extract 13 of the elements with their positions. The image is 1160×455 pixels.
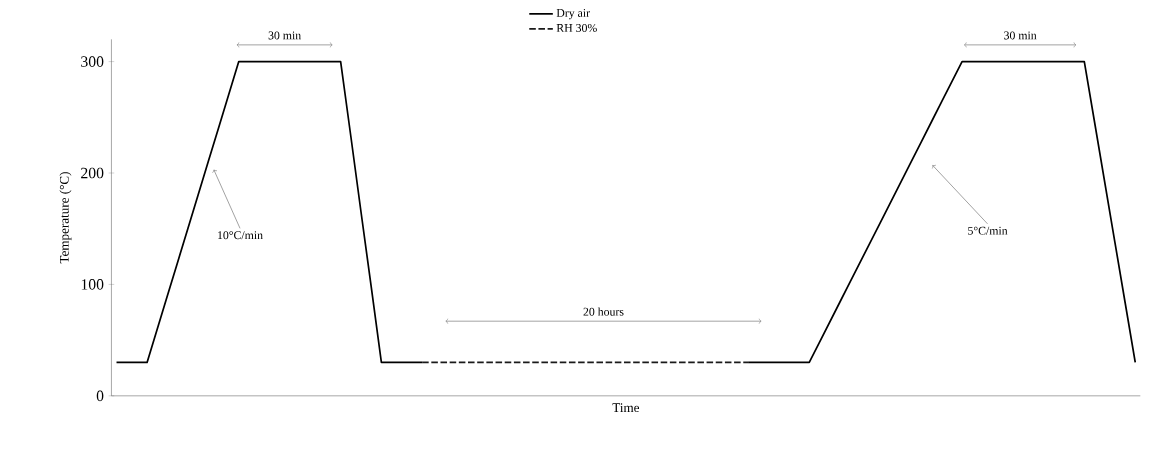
y-tick-label: 300	[81, 56, 104, 67]
legend-label: Dry air	[556, 9, 590, 20]
annotation: 5°C/min	[968, 226, 1008, 235]
y-tick-label: 0	[96, 390, 104, 402]
annotation: 30 min	[268, 31, 301, 40]
y-axis-title: Temperature (°C)	[59, 172, 72, 264]
annotation: 20 hours	[583, 307, 624, 316]
annotation: 10°C/min	[218, 231, 263, 240]
y-tick-label: 100	[81, 279, 104, 290]
annotation: 30 min	[1004, 31, 1037, 40]
legend-label: RH 30%	[556, 24, 597, 33]
x-axis-title: Time	[612, 403, 640, 413]
y-tick-label: 200	[81, 167, 104, 179]
